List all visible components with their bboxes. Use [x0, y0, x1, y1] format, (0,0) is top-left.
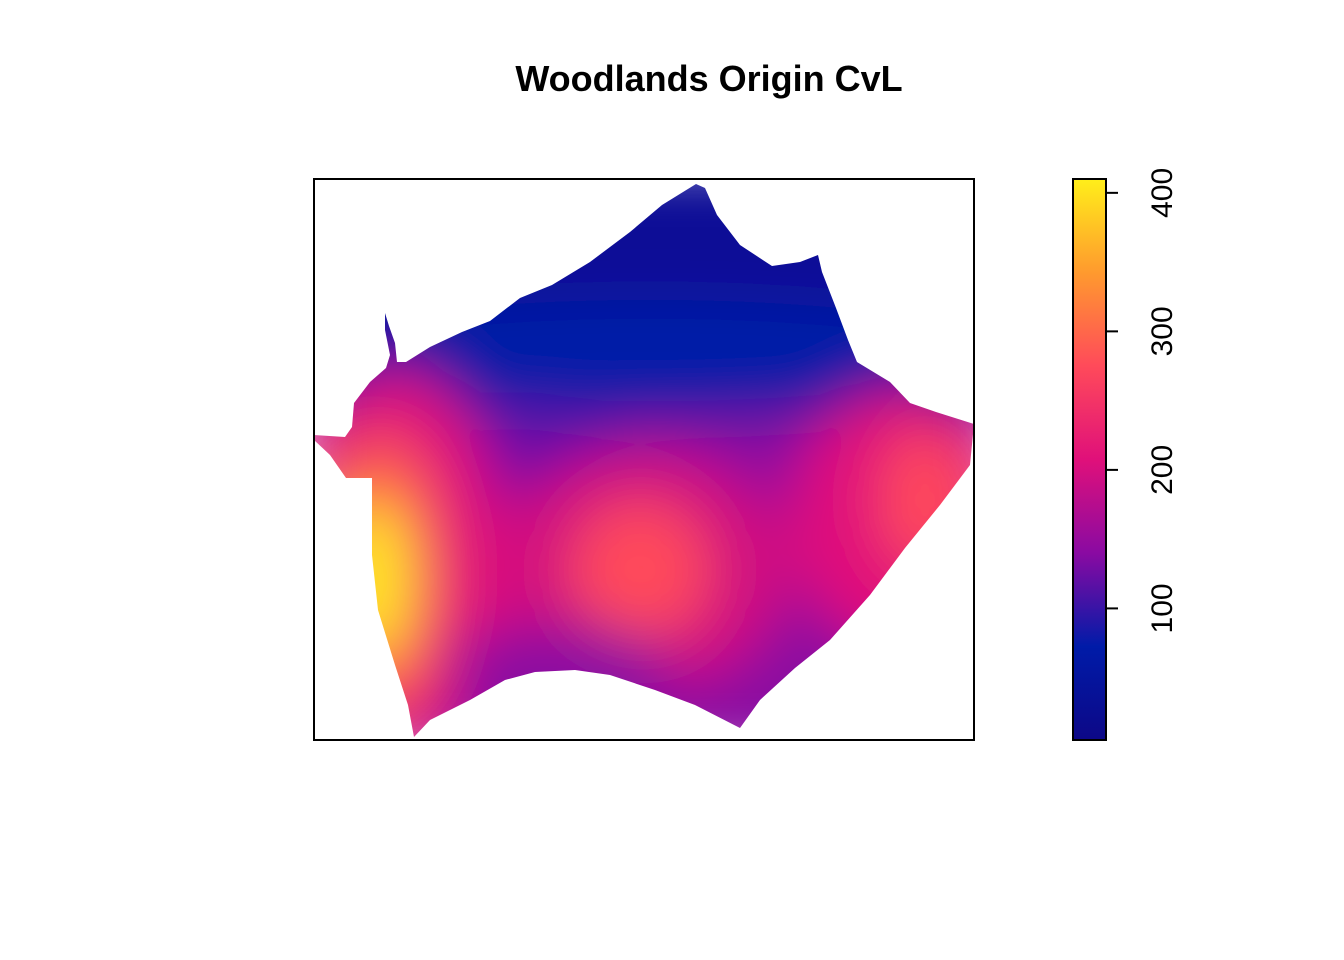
colorbar-fill — [1073, 179, 1106, 740]
colorbar-tick-label: 300 — [1146, 306, 1179, 356]
hotspot-center-core — [570, 500, 710, 640]
colorbar-tick-label: 200 — [1146, 445, 1179, 495]
colorbar-frame — [1072, 178, 1107, 741]
hotspot-east-core — [880, 430, 970, 570]
chart-title: Woodlands Origin CvL — [515, 58, 903, 99]
colorbar-tick-label: 400 — [1146, 168, 1179, 218]
colorbar-tick-label: 100 — [1146, 583, 1179, 633]
plot-frame — [313, 178, 975, 741]
hotspot-west-core — [337, 500, 407, 660]
colorbar-legend: 100 200 300 400 — [1072, 168, 1179, 741]
trough-south — [450, 625, 670, 715]
raster-surface — [314, 184, 974, 737]
